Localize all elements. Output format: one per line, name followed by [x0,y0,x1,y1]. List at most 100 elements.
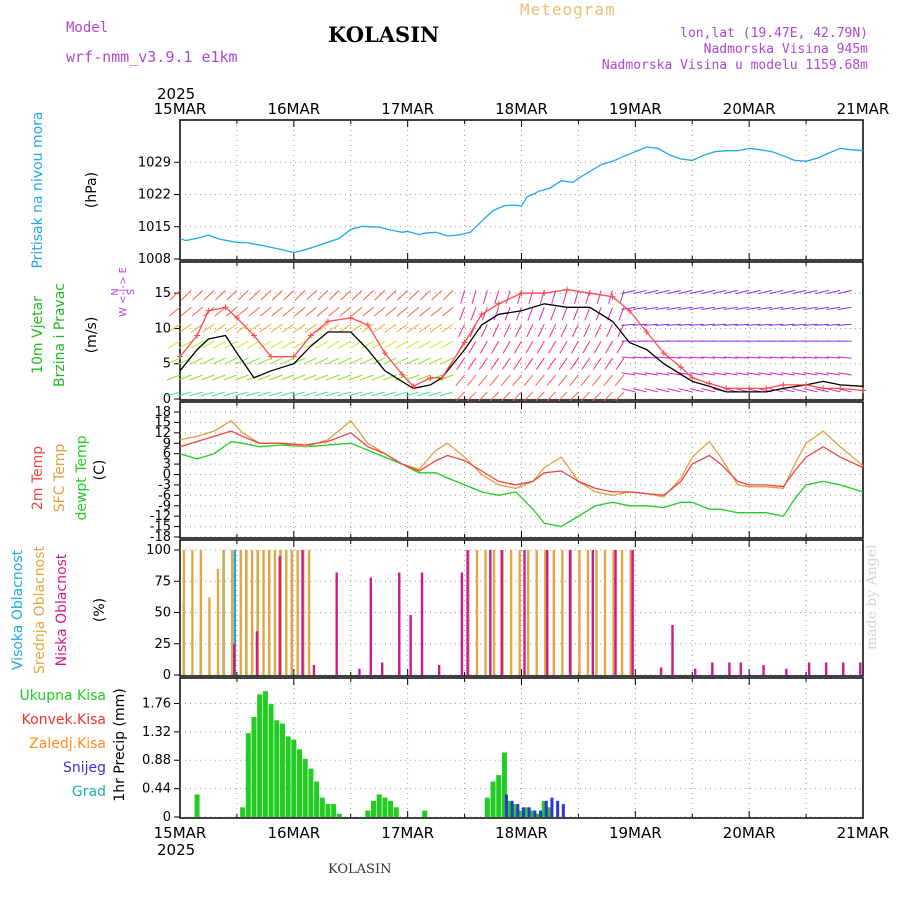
wind-arrow [397,289,409,301]
wind-arrow [246,357,260,365]
wind-gust-mark [398,371,405,378]
time-label-top: 19MAR [609,100,662,118]
wind-arrow [792,323,807,326]
cloud-bar [629,550,632,675]
wind-arrow [689,289,704,295]
wind-arrow [406,340,420,349]
wind-arrow [504,307,511,321]
wind-arrow [405,391,420,397]
precip-bar [536,813,542,817]
cloud-bar [437,665,441,675]
wind-arrow [201,357,215,365]
wind-arrow [502,340,511,354]
wind-arrow [467,357,477,370]
temp-unit: (C) [92,460,108,481]
snow-bar [539,810,543,817]
wind-arrow [678,306,693,311]
wind-arrow [803,372,818,376]
wind-arrow [814,356,829,359]
wind-arrow [667,388,681,393]
precip-bar [501,752,507,817]
wind-arrow [384,323,397,333]
wind-arrow [235,374,249,381]
wind-arrow [723,323,738,326]
cloud-bar [492,550,496,675]
precip-bar [524,807,530,817]
wind-arrow [644,372,659,376]
wind-arrow [735,289,750,295]
wind-gust-mark [222,304,229,311]
cloud-bar [711,662,714,675]
wind-arrow [407,323,420,333]
time-label-bottom: 18MAR [495,824,548,842]
cloud-bar [824,662,828,675]
wind-arrow [280,357,295,365]
cloud-bar [307,550,311,675]
wind-arrow [528,290,534,304]
cloud-bar [233,643,236,675]
wind-arrow [701,323,716,326]
wind-arrow [468,340,477,354]
wind-arrow [489,374,500,387]
temp2m-ylabel: 2m Temp [30,446,46,510]
cloud-bar [335,572,338,675]
wind-arrow [316,323,329,333]
wind-arrow [613,391,625,403]
time-label-top: 18MAR [495,100,548,118]
cloud-bar [595,550,598,675]
cloud-bar [208,597,211,675]
wind-arrow [270,323,283,333]
wind-arrow [549,323,557,338]
wind-arrow [568,391,579,403]
wind-arrow [471,290,477,304]
wind-arrow [814,323,829,326]
wind-arrow [550,307,557,321]
clouds-ytick-label: 0 [163,668,171,683]
wind-arrow [712,306,727,311]
precip-bar [365,810,371,817]
precipitation-ytick-label: 0 [163,810,171,825]
footer-station: KOLASIN [328,862,392,877]
wind-gust-mark [803,381,810,388]
temperature-ytick-label: 15 [154,415,171,430]
wind-arrow [513,357,522,370]
wind-arrow [466,374,477,387]
wind-arrow [570,340,579,354]
precip-bar [371,800,377,817]
wind-arrow [338,323,352,333]
wind-arrow [792,372,807,376]
wind-arrow [826,388,841,393]
wind-arrow [258,340,272,349]
cloud-bar [273,550,277,675]
wind-arrow [780,289,795,295]
cloud-bar [631,550,634,675]
clouds-ytick-label: 25 [154,637,171,652]
wind-arrow [666,306,681,311]
wind-arrow [314,374,329,381]
wind-arrow [417,357,431,365]
wind-arrow [678,289,693,295]
wind-gust-mark [609,293,616,300]
clouds-ytick-label: 50 [154,606,171,621]
wind-arrow [270,340,283,349]
precip-bar [262,691,268,817]
wind-arrow [516,307,522,321]
wind-arrow [792,388,807,393]
wind-arrow [304,323,317,333]
wind-arrow [428,391,442,397]
sfc-temp-line [179,419,864,498]
precip-bar [507,800,513,817]
cloud-bar [659,667,663,675]
snow-bar [510,800,514,817]
wind-arrow [632,306,647,311]
wind-arrow [644,388,659,393]
wind-arrow [746,323,761,326]
wind-arrow [594,323,602,338]
wind-arrow [441,323,454,333]
wind-arrow [268,391,283,397]
wind-arrow [479,340,488,354]
wind-arrow [246,391,260,397]
wind-arrow [361,340,374,349]
cloud-bar [484,550,487,675]
temperature-ytick-label: -18 [150,530,171,545]
